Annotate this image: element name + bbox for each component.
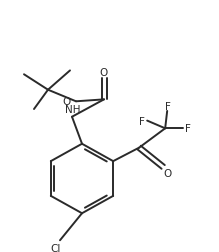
Text: O: O xyxy=(100,68,108,78)
Text: Cl: Cl xyxy=(51,243,61,252)
Text: O: O xyxy=(163,168,171,178)
Text: F: F xyxy=(139,116,145,126)
Text: F: F xyxy=(165,102,171,112)
Text: NH: NH xyxy=(65,104,81,114)
Text: O: O xyxy=(63,97,71,107)
Text: F: F xyxy=(185,124,191,134)
